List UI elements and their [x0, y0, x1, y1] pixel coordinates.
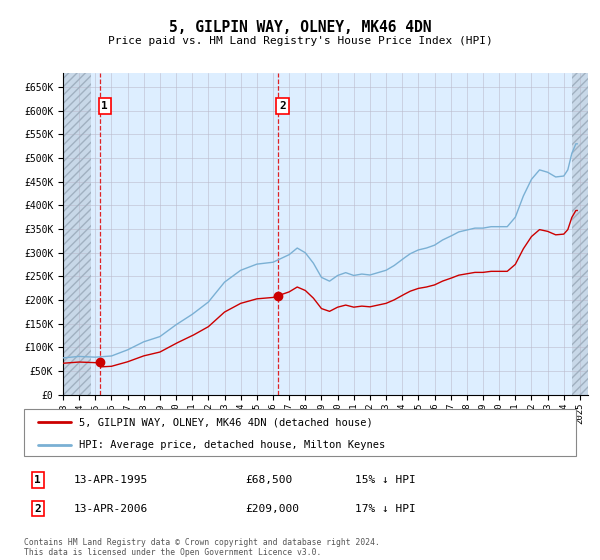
Bar — [63, 73, 91, 395]
Text: 2: 2 — [279, 101, 286, 111]
Text: 1: 1 — [34, 475, 41, 485]
Text: 1: 1 — [101, 101, 108, 111]
Text: 5, GILPIN WAY, OLNEY, MK46 4DN: 5, GILPIN WAY, OLNEY, MK46 4DN — [169, 20, 431, 35]
Text: £68,500: £68,500 — [245, 475, 292, 485]
Text: 13-APR-1995: 13-APR-1995 — [74, 475, 148, 485]
Text: 15% ↓ HPI: 15% ↓ HPI — [355, 475, 416, 485]
Text: 2: 2 — [34, 503, 41, 514]
Bar — [63, 73, 91, 395]
Text: £209,000: £209,000 — [245, 503, 299, 514]
Text: HPI: Average price, detached house, Milton Keynes: HPI: Average price, detached house, Milt… — [79, 440, 385, 450]
FancyBboxPatch shape — [24, 409, 576, 456]
Text: Price paid vs. HM Land Registry's House Price Index (HPI): Price paid vs. HM Land Registry's House … — [107, 36, 493, 46]
Text: 5, GILPIN WAY, OLNEY, MK46 4DN (detached house): 5, GILPIN WAY, OLNEY, MK46 4DN (detached… — [79, 417, 373, 427]
Text: 17% ↓ HPI: 17% ↓ HPI — [355, 503, 416, 514]
Bar — [572, 73, 588, 395]
Text: Contains HM Land Registry data © Crown copyright and database right 2024.
This d: Contains HM Land Registry data © Crown c… — [24, 538, 380, 557]
Bar — [572, 73, 588, 395]
Text: 13-APR-2006: 13-APR-2006 — [74, 503, 148, 514]
